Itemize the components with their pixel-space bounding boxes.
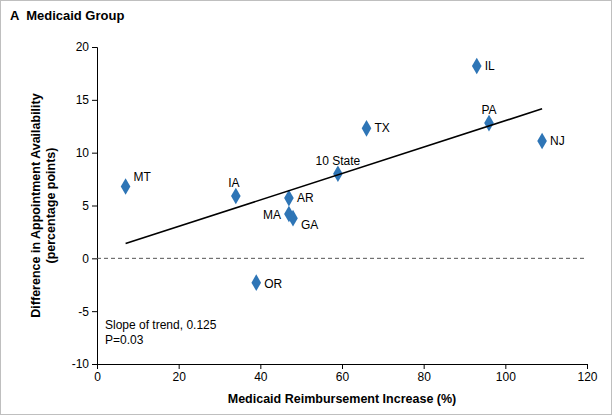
tick-label: 10 (76, 146, 90, 160)
tick-label: 20 (76, 40, 90, 54)
tick-label: 0 (82, 252, 89, 266)
tick-label: 15 (76, 93, 90, 107)
tick: 80 (417, 364, 431, 384)
axis-line (92, 48, 98, 365)
tick-mark (92, 153, 97, 154)
tick-mark (92, 311, 97, 312)
point-label: AR (297, 191, 314, 205)
tick: 60 (336, 364, 350, 384)
frame (1, 1, 612, 415)
tick-mark (505, 364, 506, 369)
tick: 0 (94, 364, 101, 384)
point-label: IA (228, 176, 239, 190)
tick: -10 (72, 357, 97, 371)
y-axis-title: (percentage points) (44, 148, 58, 264)
y-axis-title: Difference in Appointment Availability (29, 93, 43, 317)
tick: 100 (496, 364, 516, 384)
tick-label: 0 (94, 370, 101, 384)
tick-label: -5 (78, 305, 89, 319)
point (537, 133, 547, 150)
tick-mark (179, 364, 180, 369)
tick-mark (587, 364, 588, 369)
chart: A Medicaid Group 0 20 40 60 80 100 120 -10 -5 0 5 10… (0, 0, 612, 415)
y-axis: -10 -5 0 5 10 15 20 (72, 40, 98, 371)
tick: 120 (577, 364, 597, 384)
point (231, 188, 241, 205)
tick-mark (92, 206, 97, 207)
point-label: OR (264, 277, 282, 291)
tick-label: 5 (82, 199, 89, 213)
point-label: GA (301, 218, 318, 232)
point-label: MT (134, 170, 152, 184)
point (288, 210, 298, 227)
point (121, 178, 131, 195)
tick: -5 (78, 305, 97, 319)
tick-mark (92, 364, 97, 365)
annotation: Slope of trend, 0.125 (105, 318, 217, 332)
trend-line (126, 109, 543, 244)
tick-mark (342, 364, 343, 369)
tick: 40 (254, 364, 268, 384)
point-label: NJ (550, 134, 565, 148)
point-label: 10 State (316, 154, 361, 168)
tick-mark (260, 364, 261, 369)
tick: 20 (172, 364, 186, 384)
tick-label: 60 (336, 370, 350, 384)
point-label: PA (481, 103, 496, 117)
tick-label: 20 (172, 370, 186, 384)
point-label: MA (263, 208, 281, 222)
point-label: TX (375, 121, 390, 135)
point (251, 274, 261, 291)
point (362, 120, 372, 137)
tick: 10 (76, 146, 97, 160)
point (472, 58, 482, 75)
tick-label: -10 (72, 357, 90, 371)
title: A Medicaid Group (10, 8, 124, 23)
x-axis: 0 20 40 60 80 100 120 (94, 364, 598, 384)
tick-label: 40 (254, 370, 268, 384)
tick: 15 (76, 93, 97, 107)
annotation: P=0.03 (105, 333, 144, 347)
tick-mark (92, 100, 97, 101)
tick-mark (424, 364, 425, 369)
reference-line (97, 258, 587, 259)
point (484, 115, 494, 132)
tick: 20 (76, 40, 97, 54)
tick: 5 (82, 199, 97, 213)
point-label: IL (485, 59, 495, 73)
tick-mark (92, 47, 97, 48)
plot-area (97, 58, 587, 291)
tick-label: 120 (577, 370, 597, 384)
axis-line (98, 365, 588, 370)
x-axis-title: Medicaid Reimbursement Increase (%) (228, 392, 457, 406)
tick: 0 (82, 252, 97, 266)
tick-label: 100 (496, 370, 516, 384)
tick-mark (92, 258, 97, 259)
tick-label: 80 (417, 370, 431, 384)
